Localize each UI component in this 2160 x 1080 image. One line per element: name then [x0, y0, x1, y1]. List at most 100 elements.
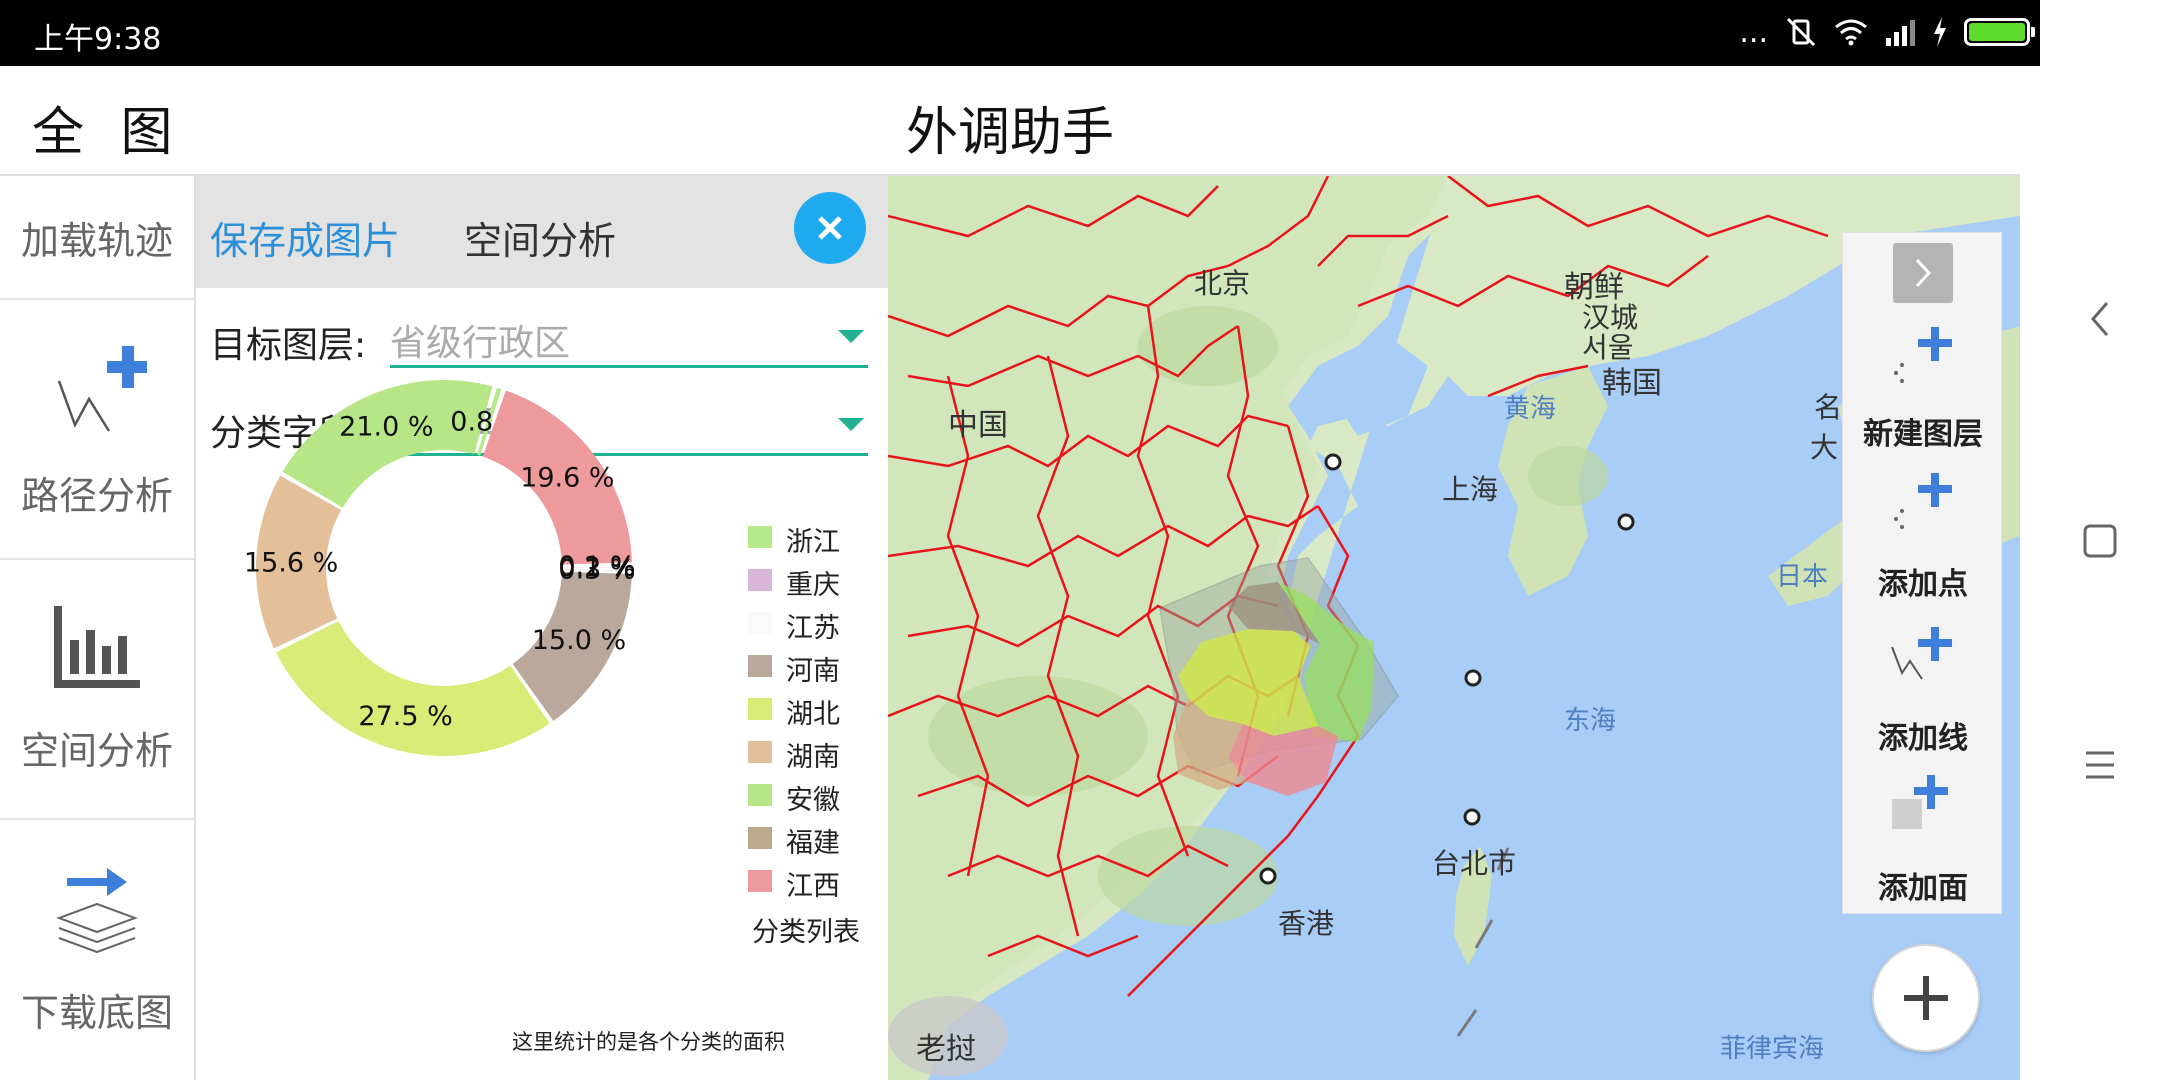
- layers-download-icon: [56, 867, 138, 953]
- legend-item: 江苏: [748, 602, 888, 644]
- vibrate-off-icon: [1786, 17, 1816, 47]
- map-label-hanguo: 韩国: [1602, 366, 1662, 401]
- map-label-taibei: 台北市: [1432, 847, 1517, 880]
- back-button[interactable]: [2040, 274, 2160, 364]
- legend-swatch: [748, 526, 772, 548]
- legend-item: 安徽: [748, 774, 888, 816]
- add-line-icon: [1891, 627, 1952, 680]
- add-point-button[interactable]: 添加点: [1843, 463, 2003, 613]
- home-button[interactable]: [2040, 496, 2160, 586]
- donut-label-江苏: 0.2 %: [558, 552, 635, 583]
- map-label-da: 大: [1810, 431, 1839, 464]
- donut-slice-湖北: [276, 621, 550, 757]
- side-item-path-analysis[interactable]: 路径分析: [0, 300, 194, 560]
- add-polygon-button[interactable]: 添加面: [1843, 767, 2003, 917]
- donut-slice-重庆: [561, 566, 632, 568]
- map-label-zhongguo: 中国: [948, 408, 1008, 443]
- side-item-download-basemap[interactable]: 下载底图: [0, 820, 194, 1080]
- legend-swatch: [748, 827, 772, 849]
- map-label-feilubin: 菲律宾海: [1720, 1034, 1825, 1064]
- target-layer-select[interactable]: 省级行政区: [390, 304, 868, 368]
- map-label-hancheng: 汉城: [1582, 301, 1639, 334]
- legend-label: 湖南: [786, 742, 840, 773]
- full-map-button[interactable]: 全 图: [32, 103, 183, 163]
- legend-item: 重庆: [748, 559, 888, 601]
- map-label-xianggang: 香港: [1278, 907, 1335, 940]
- chevron-right-icon: [1915, 258, 1932, 288]
- add-fab-button[interactable]: [1872, 944, 1980, 1052]
- legend-label: 湖北: [786, 699, 840, 730]
- map-label-donghai: 东海: [1564, 706, 1617, 736]
- side-item-label: 空间分析: [20, 728, 173, 773]
- class-field-label: 分类字段:: [210, 413, 367, 454]
- donut-label-福建: 0.3 %: [558, 555, 635, 586]
- more-dots-icon: ...: [1739, 14, 1768, 50]
- signal-icon: [1886, 20, 1915, 46]
- home-square-icon: [2083, 524, 2117, 558]
- map-label-chaoxian: 朝鲜: [1564, 270, 1624, 305]
- map-toolbox: 新建图层 添加点 添加线 添加面: [1842, 232, 2002, 914]
- legend-label: 福建: [786, 828, 840, 859]
- legend-swatch: [748, 870, 772, 892]
- legend-label: 河南: [786, 656, 840, 687]
- side-item-spatial-analysis[interactable]: 空间分析: [0, 560, 194, 820]
- class-field-value: NAME: [390, 402, 496, 443]
- map-label-huanghai: 黄海: [1504, 394, 1557, 424]
- donut-label-湖北: 27.5 %: [358, 701, 452, 732]
- bar-chart-icon: [54, 605, 140, 688]
- target-layer-row: 目标图层: 省级行政区: [210, 304, 882, 376]
- status-bar: 上午9:38 ...: [0, 0, 2040, 66]
- map-view[interactable]: 北京 朝鲜 汉城 서울 韩国 日本 名古 大 中国 黄海 上海 东海 台北市 香…: [888, 176, 2020, 1080]
- menu-icon: [2086, 751, 2114, 779]
- status-time: 上午9:38: [34, 22, 162, 57]
- side-item-label: 路径分析: [20, 473, 173, 518]
- new-layer-button[interactable]: 新建图层: [1843, 313, 2003, 463]
- app-title: 外调助手: [905, 103, 1114, 163]
- chart-note: 这里统计的是各个分类的面积: [512, 1030, 785, 1054]
- tab-spatial-analysis[interactable]: 空间分析: [464, 219, 617, 263]
- add-line-button[interactable]: 添加线: [1843, 617, 2003, 767]
- menu-button[interactable]: [2040, 720, 2160, 810]
- target-layer-label: 目标图层:: [210, 325, 367, 366]
- legend-label: 江西: [786, 871, 840, 902]
- side-item-label: 下载底图: [20, 990, 173, 1035]
- map-label-riben-sea: 日本: [1776, 562, 1829, 592]
- legend-swatch: [748, 698, 772, 720]
- legend-label: 重庆: [786, 570, 840, 601]
- tool-label: 添加点: [1878, 567, 1968, 602]
- app-bar: 外调助手 全 图: [0, 66, 2020, 176]
- collapse-toolbox-button[interactable]: [1893, 243, 1953, 303]
- map-label-seoul: 서울: [1582, 331, 1634, 364]
- new-layer-icon: [1894, 327, 1952, 383]
- side-item-load-track[interactable]: 加载轨迹: [0, 176, 194, 300]
- back-icon: [2091, 302, 2109, 336]
- tab-save-image[interactable]: 保存成图片: [210, 219, 401, 263]
- donut-label-河南: 15.0 %: [532, 625, 626, 656]
- close-icon: [818, 216, 842, 240]
- battery-icon: [1964, 18, 2035, 46]
- legend-title: 分类列表: [752, 917, 860, 948]
- donut-label-重庆: 0.1 %: [558, 551, 635, 582]
- class-field-row: 分类字段: NAME: [210, 392, 882, 464]
- donut-slice-河南: [512, 571, 632, 721]
- close-panel-button[interactable]: [794, 192, 866, 264]
- donut-label-湖南: 15.6 %: [244, 548, 338, 579]
- class-field-select[interactable]: NAME: [390, 392, 868, 456]
- dropdown-arrow-icon: [838, 418, 864, 431]
- legend-swatch: [748, 612, 772, 634]
- tool-label: 添加面: [1878, 871, 1968, 906]
- donut-label-江西: 19.6 %: [520, 463, 614, 494]
- target-layer-value: 省级行政区: [390, 323, 571, 364]
- dropdown-arrow-icon: [838, 330, 864, 343]
- legend-item: 河南: [748, 645, 888, 687]
- legend-label: 安徽: [786, 785, 840, 816]
- legend-item: 湖北: [748, 688, 888, 730]
- legend-swatch: [748, 655, 772, 677]
- legend-swatch: [748, 569, 772, 591]
- plus-icon: [1904, 976, 1948, 1020]
- charging-icon: [1934, 17, 1946, 47]
- panel-tabs: 保存成图片 空间分析: [196, 176, 888, 288]
- add-point-icon: [1894, 473, 1952, 529]
- legend-swatch: [748, 784, 772, 806]
- donut-slice-湖南: [256, 475, 342, 649]
